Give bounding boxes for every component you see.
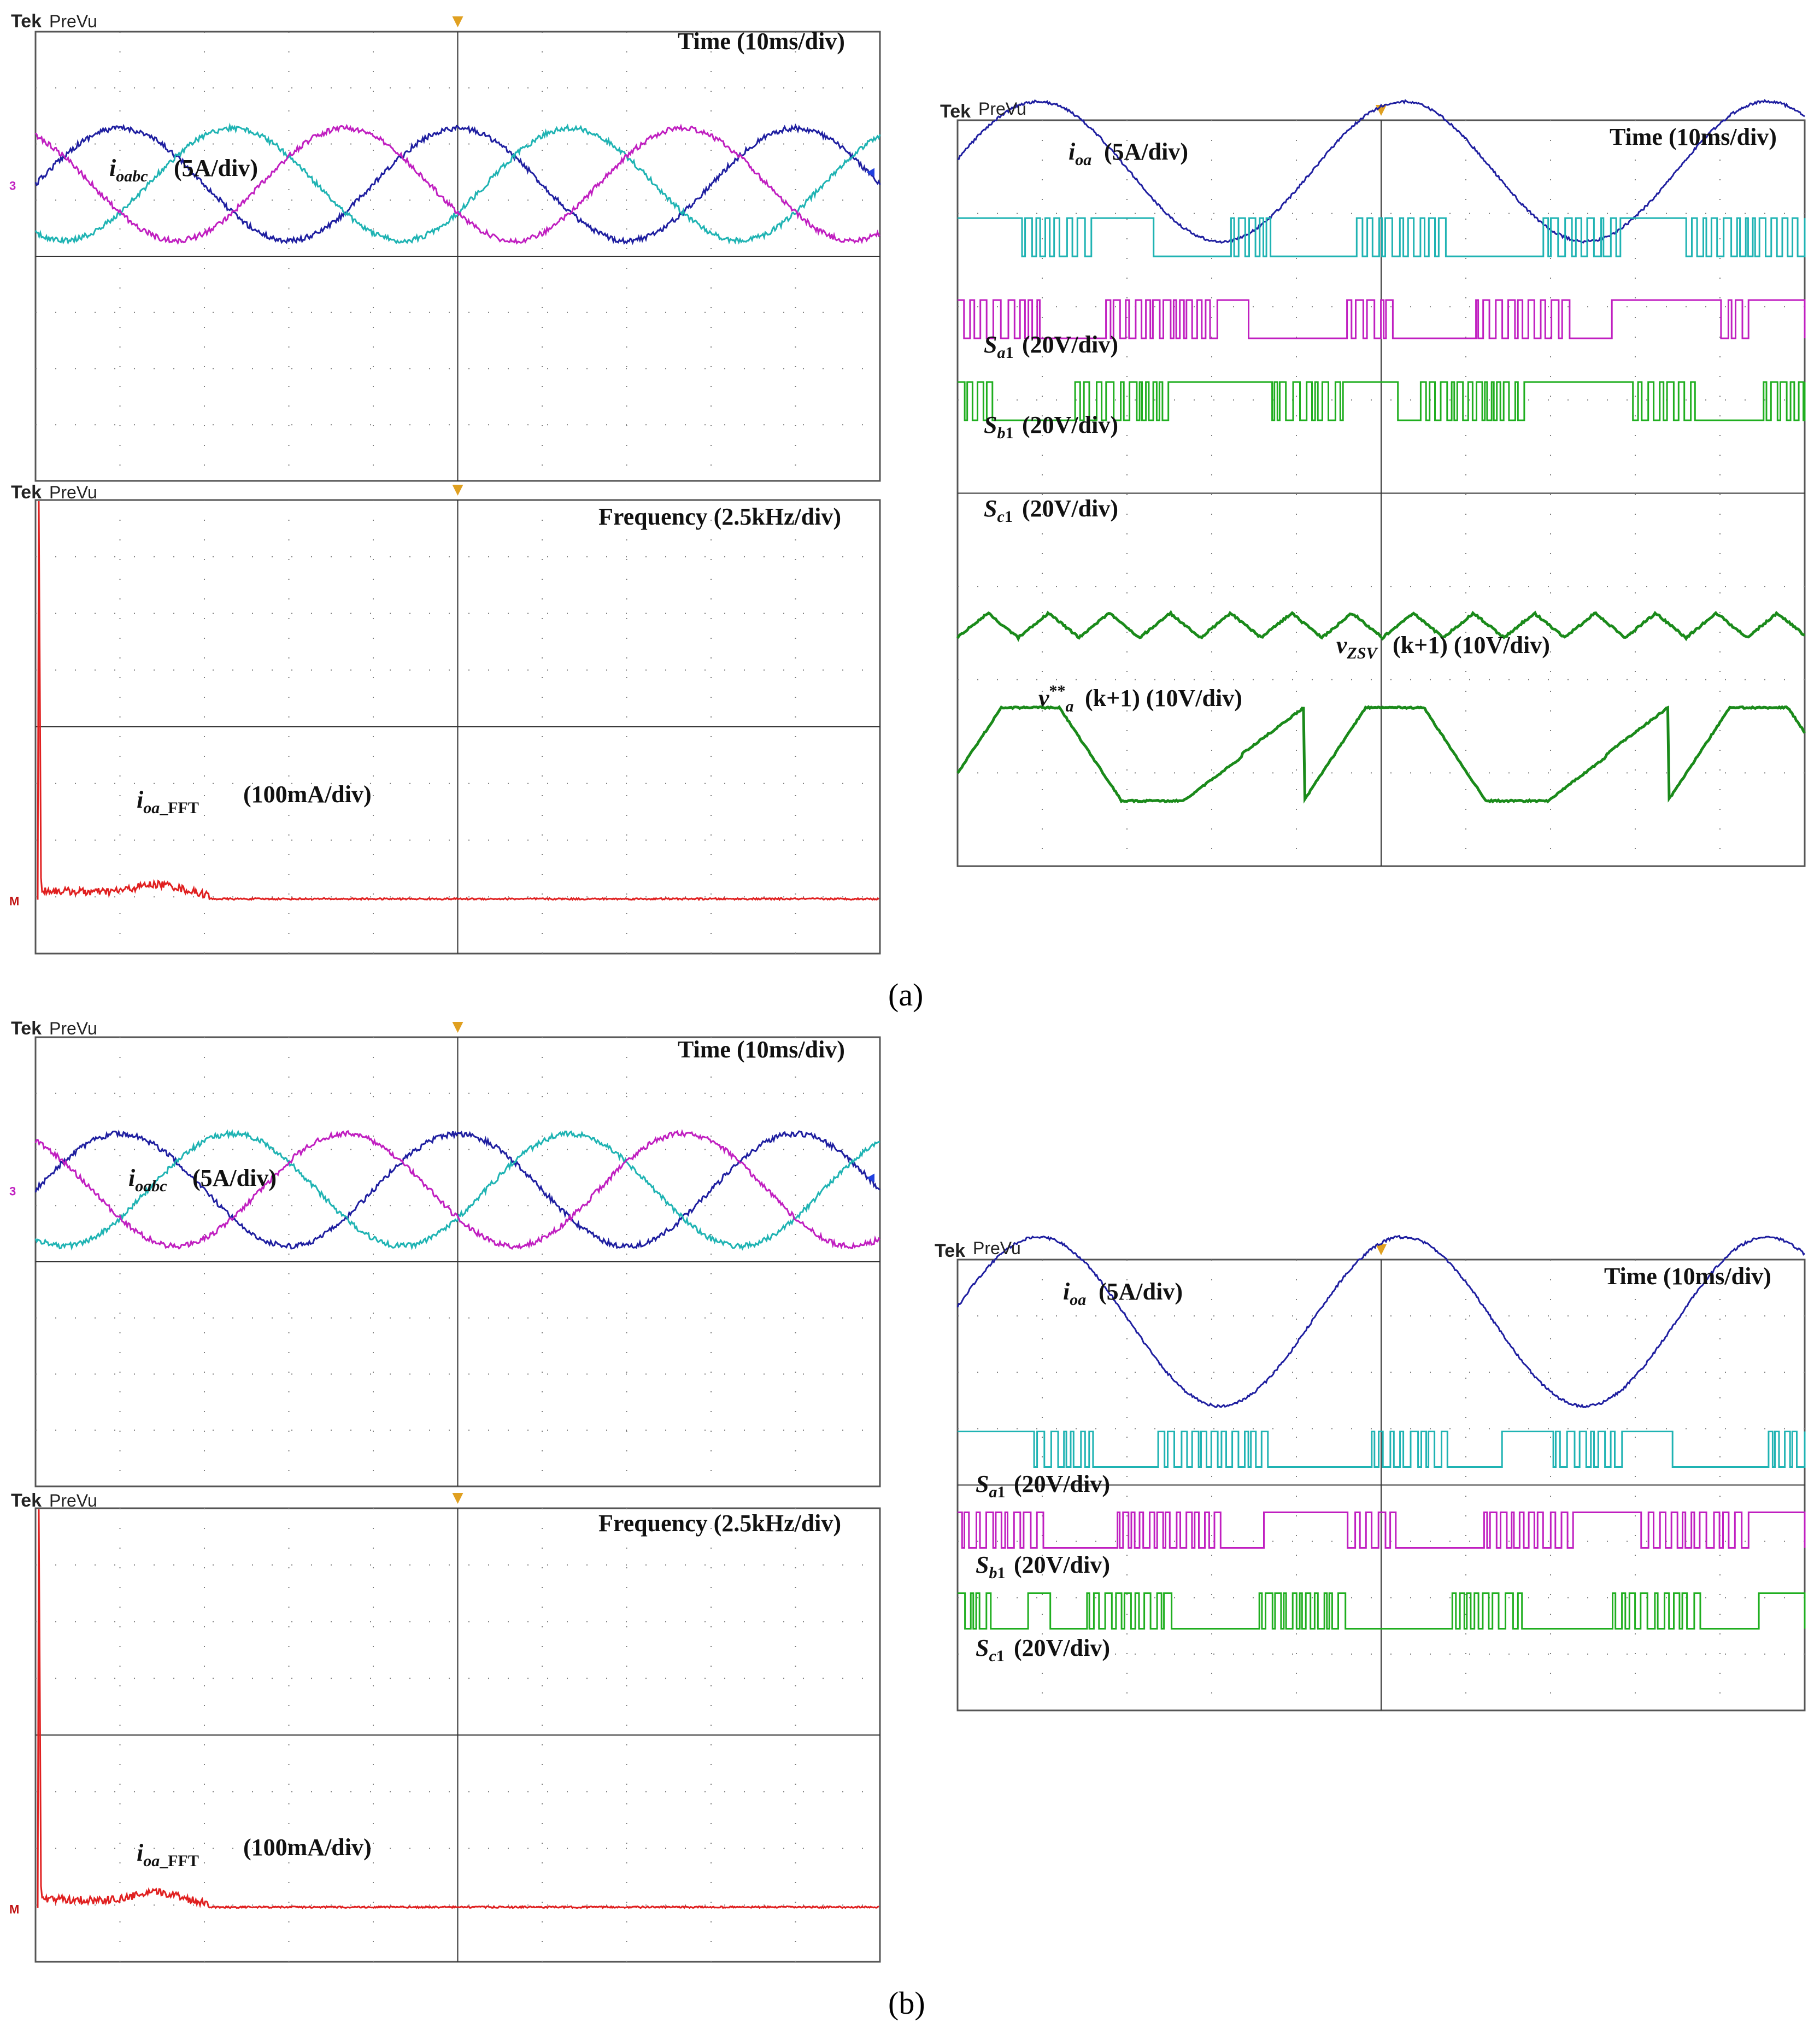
- b1-trace-i_ob: [34, 1129, 880, 1251]
- panel-b-fft-trigger-icon: [452, 1493, 463, 1504]
- sa1-label-b: Sa1 (20V/div): [976, 1471, 1110, 1501]
- svg-text:vZSV: vZSV: [1336, 632, 1379, 662]
- freq-scale-b: Frequency (2.5kHz/div): [598, 1510, 841, 1537]
- panel-a-time: [34, 16, 881, 482]
- ioabc-scale-b: (5A/div): [192, 1165, 277, 1191]
- ioa-scale-b: (5A/div): [1099, 1278, 1183, 1305]
- a3-trace-sa1: [958, 217, 1806, 257]
- panel-a-time-trigger-icon: [452, 16, 463, 27]
- a1-level-icon: [867, 168, 874, 177]
- sc1-scale-b: (20V/div): [1014, 1634, 1110, 1661]
- ioabc-label-b: ioabc (5A/div): [128, 1165, 277, 1195]
- b3-trace-ioa: [956, 1234, 1805, 1409]
- svg-text:Sc1: Sc1: [984, 495, 1013, 526]
- svg-text:ioabc: ioabc: [128, 1165, 167, 1195]
- sb1-label-a: Sb1 (20V/div): [984, 411, 1118, 442]
- scope-brand-b3: Tek: [935, 1240, 965, 1261]
- svg-text:ioa: ioa: [1068, 138, 1091, 169]
- svg-text:ioa_FFT: ioa_FFT: [137, 786, 199, 817]
- b1-trace-i_oc: [34, 1129, 881, 1250]
- panel-a-fft: [34, 485, 881, 955]
- b1-channel-marker: 3: [9, 1184, 16, 1198]
- time-scale-b1: Time (10ms/div): [678, 1036, 845, 1063]
- vzsv-scale-a: (k+1) (10V/div): [1393, 632, 1550, 658]
- caption-a: (a): [888, 977, 923, 1013]
- va-scale-a: (k+1) (10V/div): [1085, 685, 1242, 711]
- a3-trace-sc1: [958, 381, 1806, 421]
- vzsv-label-a: vZSV (k+1) (10V/div): [1336, 632, 1550, 662]
- sa1-scale-b: (20V/div): [1014, 1471, 1110, 1497]
- a1-trace-i_oc: [34, 124, 881, 245]
- scope-brand-a2: Tek: [11, 482, 42, 503]
- scope-mode-a2: PreVu: [49, 483, 97, 502]
- b3-trace-sc1: [958, 1592, 1806, 1630]
- time-scale-b3: Time (10ms/div): [1604, 1263, 1771, 1290]
- caption-b: (b): [888, 1985, 925, 2021]
- a1-channel-marker: 3: [9, 179, 16, 192]
- b2-math-marker: M: [9, 1902, 19, 1916]
- panel-b-signals: [956, 1244, 1806, 1712]
- a3-trace-vzsv: [956, 609, 1805, 642]
- fft-label-b: ioa_FFT (100mA/div): [137, 1834, 372, 1870]
- va-label-a: v**a (k+1) (10V/div): [1038, 682, 1242, 715]
- fft-scale-b: (100mA/div): [243, 1834, 372, 1861]
- b1-level-icon: [867, 1173, 874, 1183]
- time-scale-a3: Time (10ms/div): [1610, 124, 1777, 150]
- b3-trace-sa1: [958, 1431, 1806, 1468]
- ioabc-scale-a: (5A/div): [174, 155, 258, 181]
- svg-text:Sb1: Sb1: [984, 411, 1013, 442]
- scope-mode-a3: PreVu: [978, 99, 1026, 119]
- fft-label-a: ioa_FFT (100mA/div): [137, 781, 372, 817]
- sc1-label-b: Sc1 (20V/div): [976, 1634, 1110, 1665]
- sb1-scale-a: (20V/div): [1022, 411, 1118, 438]
- scope-mode-b2: PreVu: [49, 1491, 97, 1510]
- sa1-label-a: Sa1 (20V/div): [984, 331, 1118, 362]
- scope-brand-a1: Tek: [11, 11, 42, 32]
- panel-a-fft-trigger-icon: [452, 485, 463, 496]
- svg-text:Sa1: Sa1: [984, 331, 1013, 362]
- sb1-scale-b: (20V/div): [1014, 1551, 1110, 1578]
- ioabc-label-a: ioabc (5A/div): [109, 155, 258, 185]
- panel-b-signals-trigger-icon: [1376, 1244, 1387, 1255]
- sc1-label-a: Sc1 (20V/div): [984, 495, 1118, 526]
- svg-text:v**a: v**a: [1038, 682, 1074, 715]
- a2-trace-i_oa_FFT: [37, 501, 879, 902]
- scope-brand-b1: Tek: [11, 1018, 42, 1039]
- time-scale-a1: Time (10ms/div): [678, 28, 845, 55]
- b3-trace-sb1: [958, 1512, 1806, 1549]
- a1-trace-i_ob: [34, 122, 881, 245]
- ioa-label-b: ioa (5A/div): [1063, 1278, 1183, 1309]
- sb1-label-b: Sb1 (20V/div): [976, 1551, 1110, 1582]
- svg-text:ioabc: ioabc: [109, 155, 148, 185]
- fft-scale-a: (100mA/div): [243, 781, 372, 808]
- scope-brand-b2: Tek: [11, 1490, 42, 1511]
- scope-mode-b1: PreVu: [49, 1019, 97, 1038]
- scope-mode-b3: PreVu: [973, 1238, 1021, 1258]
- ioa-label-a: ioa (5A/div): [1068, 138, 1188, 169]
- ioa-scale-a: (5A/div): [1104, 138, 1188, 165]
- panel-b-fft: [34, 1493, 881, 1963]
- svg-text:ioa_FFT: ioa_FFT: [137, 1839, 199, 1870]
- freq-scale-a: Frequency (2.5kHz/div): [598, 503, 841, 530]
- svg-text:Sa1: Sa1: [976, 1471, 1005, 1501]
- svg-text:Sb1: Sb1: [976, 1551, 1005, 1582]
- a3-trace-sb1: [958, 299, 1806, 339]
- panel-a-signals: [956, 105, 1806, 867]
- sc1-scale-a: (20V/div): [1022, 495, 1118, 522]
- panel-b-time-trigger-icon: [452, 1022, 463, 1033]
- panel-b-time: [34, 1022, 881, 1487]
- a3-trace-ioa: [957, 99, 1805, 244]
- a3-trace-va: [956, 705, 1806, 804]
- scope-mode-a1: PreVu: [49, 11, 97, 31]
- a2-math-marker: M: [9, 894, 19, 908]
- b2-trace-i_oa_FFT: [37, 1509, 879, 1909]
- svg-text:ioa: ioa: [1063, 1278, 1086, 1309]
- scope-brand-a3: Tek: [940, 101, 971, 122]
- sa1-scale-a: (20V/div): [1022, 331, 1118, 358]
- svg-text:Sc1: Sc1: [976, 1634, 1005, 1665]
